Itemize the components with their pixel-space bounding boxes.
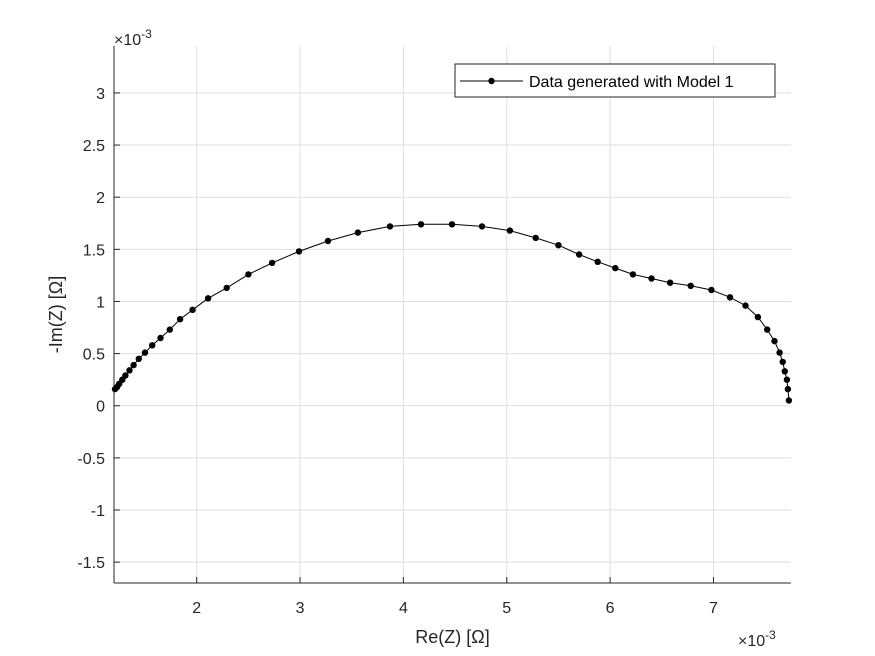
plot-area: 2 3 4 5 6 7 -1.5 -1 -0.5 0 0.5 1 1.5 2 2.5 3 bbox=[77, 46, 793, 617]
data-point bbox=[785, 397, 793, 404]
y-exponent-power: -3 bbox=[141, 27, 152, 41]
data-point bbox=[141, 349, 149, 356]
data-point bbox=[776, 349, 783, 356]
y-tick-label: 1 bbox=[96, 294, 105, 311]
tick-labels: 2 3 4 5 6 7 -1.5 -1 -0.5 0 0.5 1 1.5 2 2.5 3 bbox=[77, 86, 718, 617]
data-point bbox=[176, 316, 184, 323]
x-axis-exponent: ×10-3 bbox=[738, 628, 776, 650]
data-point bbox=[478, 223, 486, 230]
legend: Data generated with Model 1 bbox=[454, 63, 776, 98]
data-point bbox=[354, 229, 362, 236]
y-tick-label: 2.5 bbox=[83, 138, 105, 155]
data-point bbox=[268, 259, 276, 267]
data-point bbox=[771, 337, 778, 345]
data-point bbox=[612, 264, 619, 272]
data-point bbox=[223, 284, 230, 292]
data-point bbox=[130, 361, 137, 369]
data-point bbox=[726, 294, 734, 301]
x-tick-label: 4 bbox=[399, 600, 408, 617]
data-point bbox=[295, 248, 303, 255]
data-point bbox=[204, 295, 212, 302]
data-point bbox=[417, 221, 425, 228]
data-point bbox=[784, 385, 792, 393]
y-tick-label: 1.5 bbox=[83, 242, 105, 259]
y-tick-label: -0.5 bbox=[77, 451, 105, 468]
x-exponent-base: ×10 bbox=[738, 633, 765, 650]
data-point bbox=[506, 227, 514, 234]
series-layer bbox=[111, 221, 793, 404]
y-tick-label: -1.5 bbox=[77, 555, 105, 572]
y-exponent-base: ×10 bbox=[114, 32, 141, 49]
data-point bbox=[126, 367, 133, 374]
data-point bbox=[149, 342, 156, 349]
y-tick-label: 0.5 bbox=[83, 347, 105, 364]
data-point bbox=[166, 326, 173, 333]
x-exponent-power: -3 bbox=[765, 628, 776, 642]
legend-marker bbox=[488, 77, 495, 85]
data-point bbox=[532, 234, 539, 242]
data-point bbox=[555, 242, 562, 249]
y-axis-exponent: ×10-3 bbox=[114, 27, 152, 49]
y-axis-label: -Im(Z) [Ω] bbox=[46, 276, 66, 353]
data-point bbox=[648, 275, 655, 282]
data-point bbox=[708, 286, 715, 294]
y-tick-label: 0 bbox=[96, 399, 105, 416]
x-axis-label: Re(Z) [Ω] bbox=[415, 627, 489, 647]
data-point bbox=[157, 334, 164, 342]
legend-entry-label: Data generated with Model 1 bbox=[529, 74, 734, 91]
data-point bbox=[629, 271, 637, 278]
x-tick-label: 6 bbox=[606, 600, 615, 617]
x-tick-label: 2 bbox=[192, 600, 201, 617]
y-tick-label: 3 bbox=[96, 86, 105, 103]
axes-background bbox=[114, 46, 791, 583]
data-point bbox=[754, 313, 762, 321]
data-point bbox=[189, 306, 196, 313]
data-point bbox=[122, 372, 129, 379]
data-point bbox=[783, 376, 791, 383]
data-point bbox=[575, 251, 583, 258]
data-point bbox=[386, 223, 394, 230]
x-tick-label: 7 bbox=[709, 600, 718, 617]
data-point bbox=[594, 258, 601, 265]
data-point bbox=[781, 368, 788, 375]
data-point bbox=[687, 282, 694, 289]
axes bbox=[113, 46, 791, 584]
grid bbox=[114, 46, 791, 583]
y-tick-label: 2 bbox=[96, 190, 105, 207]
y-tick-label: -1 bbox=[91, 503, 105, 520]
data-point bbox=[764, 326, 771, 333]
data-point bbox=[779, 358, 786, 366]
data-point bbox=[742, 302, 749, 309]
x-tick-label: 3 bbox=[296, 600, 305, 617]
data-point bbox=[448, 221, 456, 228]
data-point bbox=[324, 237, 332, 245]
data-point bbox=[666, 279, 674, 286]
data-point bbox=[245, 271, 252, 278]
x-tick-label: 5 bbox=[502, 600, 511, 617]
data-point bbox=[135, 355, 142, 362]
